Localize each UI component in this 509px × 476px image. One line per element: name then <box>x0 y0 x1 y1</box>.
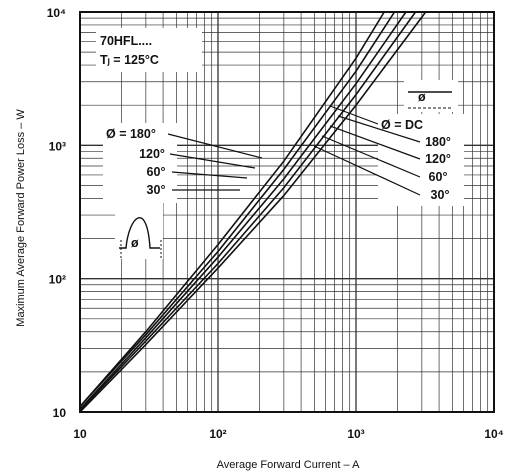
series-line-dc <box>79 11 427 413</box>
phase-symbol-label: ø <box>131 236 139 250</box>
leader-line <box>167 133 263 159</box>
left-labels-box <box>103 123 177 203</box>
left-angle-label: 60° <box>147 165 166 179</box>
plot-frame <box>79 11 495 413</box>
leader-line <box>321 135 421 178</box>
device-annotation-box <box>96 28 202 72</box>
right-angle-label: 60° <box>429 170 448 184</box>
chart-curves <box>79 11 427 413</box>
left-title-label: Ø = 180° <box>106 127 156 141</box>
x-tick-label: 10 <box>73 427 87 441</box>
leader-line <box>171 171 248 179</box>
y-tick-label: 10 <box>53 406 67 420</box>
y-tick-label: 10³ <box>49 139 66 153</box>
junction-temp-label: Tⱼ = 125°C <box>100 53 159 67</box>
half-sine-waveform-icon: ø <box>115 195 163 259</box>
right-angle-label: 30° <box>431 188 450 202</box>
right-title-label: Ø = DC <box>381 118 423 132</box>
y-axis-label: Maximum Average Forward Power Loss – W <box>15 109 27 327</box>
x-axis-label: Average Forward Current – A <box>217 459 361 471</box>
series-line-30-deg <box>79 11 385 408</box>
y-tick-label: 10² <box>49 273 66 287</box>
x-tick-label: 10³ <box>347 427 364 441</box>
phase-symbol-label: ø <box>418 90 426 104</box>
x-tick-label: 10⁴ <box>484 427 503 441</box>
left-angle-label: 30° <box>147 183 166 197</box>
leader-line <box>329 125 421 160</box>
y-tick-label: 10⁴ <box>47 6 66 20</box>
right-labels-box <box>378 114 464 206</box>
series-line-180-deg <box>79 11 417 411</box>
right-angle-label: 180° <box>425 135 451 149</box>
series-line-120-deg <box>79 11 407 410</box>
leader-line <box>337 115 421 143</box>
series-line-60-deg <box>79 11 396 408</box>
label-leader-lines <box>167 105 421 196</box>
leader-line <box>169 153 256 169</box>
x-tick-label: 10² <box>209 427 226 441</box>
left-angle-label: 120° <box>139 147 165 161</box>
right-angle-label: 120° <box>425 152 451 166</box>
dc-waveform-icon: ø <box>404 80 458 112</box>
leader-line <box>313 145 421 196</box>
device-label: 70HFL.... <box>100 34 152 48</box>
leader-line <box>329 105 379 125</box>
